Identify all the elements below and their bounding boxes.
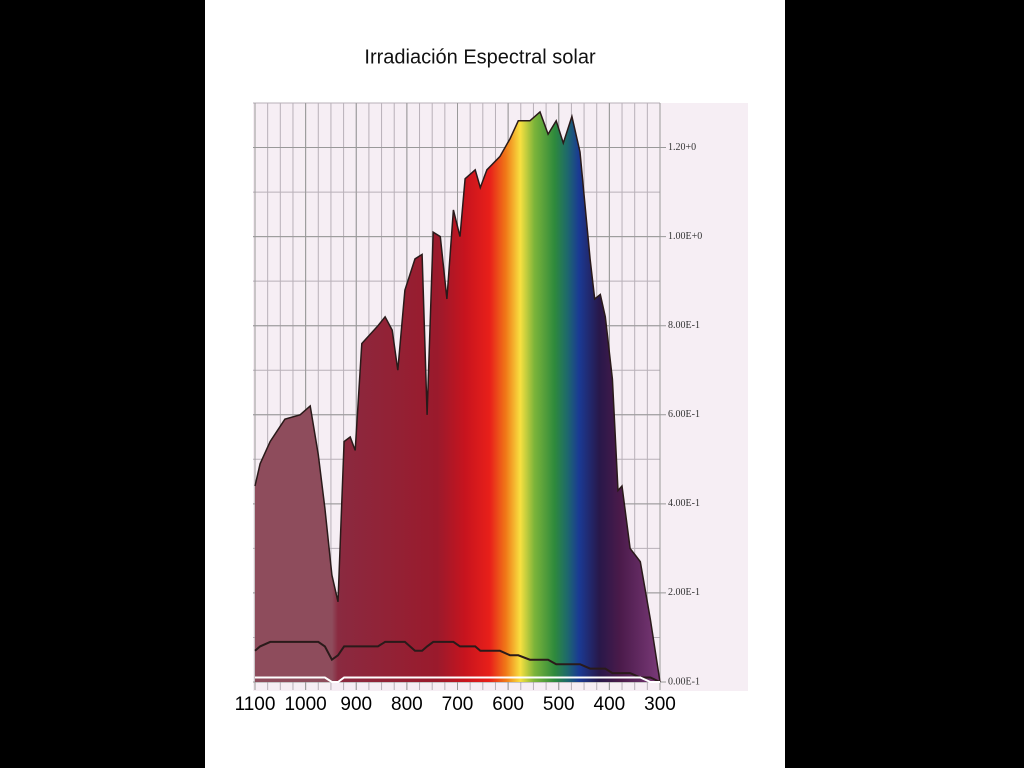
labels: 0.00E-1 2.00E-1 4.00E-1 6.00E-1 8.00E-1 1.00E… <box>235 142 703 715</box>
x-tick-label: 1000 <box>284 694 326 715</box>
x-tick-label: 500 <box>543 694 575 715</box>
spectrum-line <box>254 110 661 683</box>
marks <box>254 110 661 683</box>
x-tick-label: 800 <box>391 694 423 715</box>
x-tick-label: 400 <box>594 694 626 715</box>
chart-title: Irradiación Espectral solar <box>364 46 596 68</box>
series-line <box>255 676 660 683</box>
y-tick-label: 0.00E-1 <box>668 676 700 687</box>
y-tick-label: 6.00E-1 <box>668 409 700 420</box>
x-tick-label: 300 <box>644 694 676 715</box>
x-tick-label: 600 <box>492 694 524 715</box>
area-fill <box>255 111 660 682</box>
x-tick-label: 1100 <box>235 694 276 715</box>
y-tick-label: 4.00E-1 <box>668 498 700 509</box>
x-tick-label: 900 <box>340 694 372 715</box>
y-tick-label: 1.00E+0 <box>668 231 702 242</box>
y-tick-label: 1.20+0 <box>668 142 696 153</box>
y-tick-label: 2.00E-1 <box>668 587 700 598</box>
x-tick-label: 700 <box>442 694 474 715</box>
y-tick-label: 8.00E-1 <box>668 320 700 331</box>
series-line <box>254 640 661 683</box>
